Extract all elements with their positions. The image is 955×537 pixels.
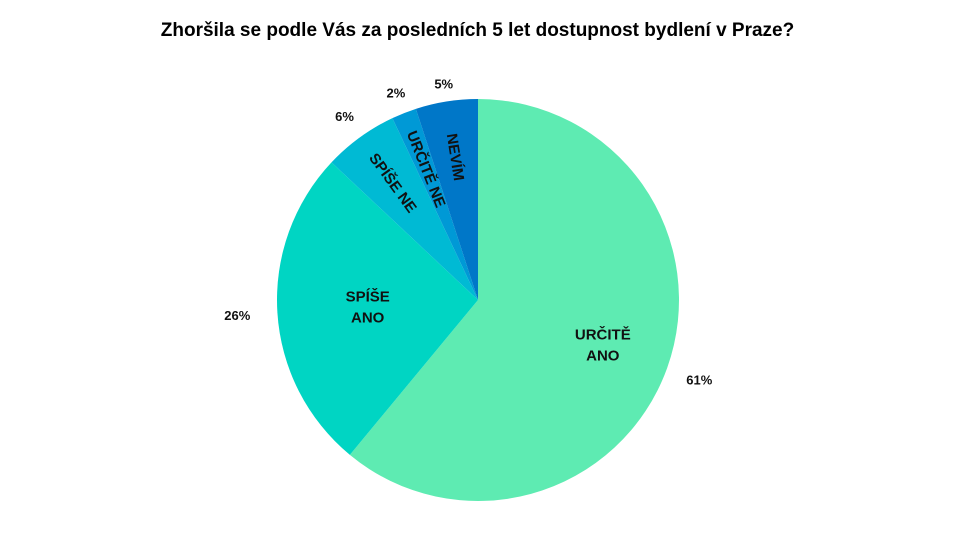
pie-slice-urcite-ne [392,108,478,300]
slice-percent-spise-ano: 26% [224,308,250,323]
slice-percent-urcite-ano: 61% [686,373,712,388]
chart-title: Zhoršila se podle Vás za posledních 5 le… [160,20,795,41]
slice-percent-spise-ne: 6% [335,109,354,124]
slice-label-urcite-ano: URČITĚ ANO [575,325,631,364]
slice-label-spise-ano: SPÍŠE ANO [346,287,390,326]
pie-slices [276,99,680,502]
pie-slice-spise-ne [331,118,478,300]
pie-slice-spise-ano [276,162,478,455]
slice-percent-nevim: 5% [434,77,453,92]
slice-percent-urcite-ne: 2% [386,86,405,101]
pie-slice-urcite-ano [349,99,680,502]
pie-slice-nevim [415,99,478,300]
